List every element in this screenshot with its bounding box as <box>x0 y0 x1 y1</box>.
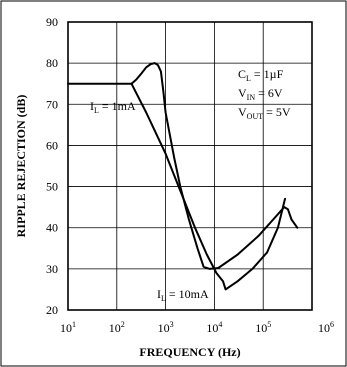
annotation-vin: VIN = 6V <box>238 86 283 102</box>
series-line-1 <box>67 62 299 270</box>
series-line-2 <box>130 82 286 291</box>
y-tick-label: 40 <box>46 221 58 235</box>
y-tick-label: 70 <box>46 97 58 111</box>
x-tick-label: 103 <box>158 320 174 335</box>
y-tick-label: 80 <box>46 56 58 70</box>
x-tick-label: 102 <box>109 320 125 335</box>
annotation-vout: VOUT = 5V <box>238 105 291 121</box>
x-tick-label: 105 <box>255 320 271 335</box>
y-tick-label: 20 <box>46 303 58 317</box>
x-tick-labels: 101 102 103 104 105 106 <box>60 320 334 335</box>
chart-series <box>67 62 299 291</box>
x-axis-label: FREQUENCY (Hz) <box>139 345 240 359</box>
x-tick-label: 106 <box>318 320 334 335</box>
y-tick-label: 30 <box>46 262 58 276</box>
chart-grid <box>68 22 312 310</box>
annotation-il-1ma: IL = 1mA <box>90 99 136 115</box>
plot-area-border <box>67 21 313 311</box>
y-tick-label: 60 <box>46 138 58 152</box>
x-tick-label: 104 <box>206 320 222 335</box>
annotation-il-10ma: IL = 10mA <box>157 287 209 303</box>
x-tick-label: 101 <box>60 320 76 335</box>
y-axis-label: RIPPLE REJECTION (dB) <box>14 95 28 238</box>
y-tick-labels: 20 30 40 50 60 70 80 90 <box>46 15 58 317</box>
annotation-cl: CL = 1µF <box>238 67 284 83</box>
y-tick-label: 50 <box>46 180 58 194</box>
y-tick-label: 90 <box>46 15 58 29</box>
